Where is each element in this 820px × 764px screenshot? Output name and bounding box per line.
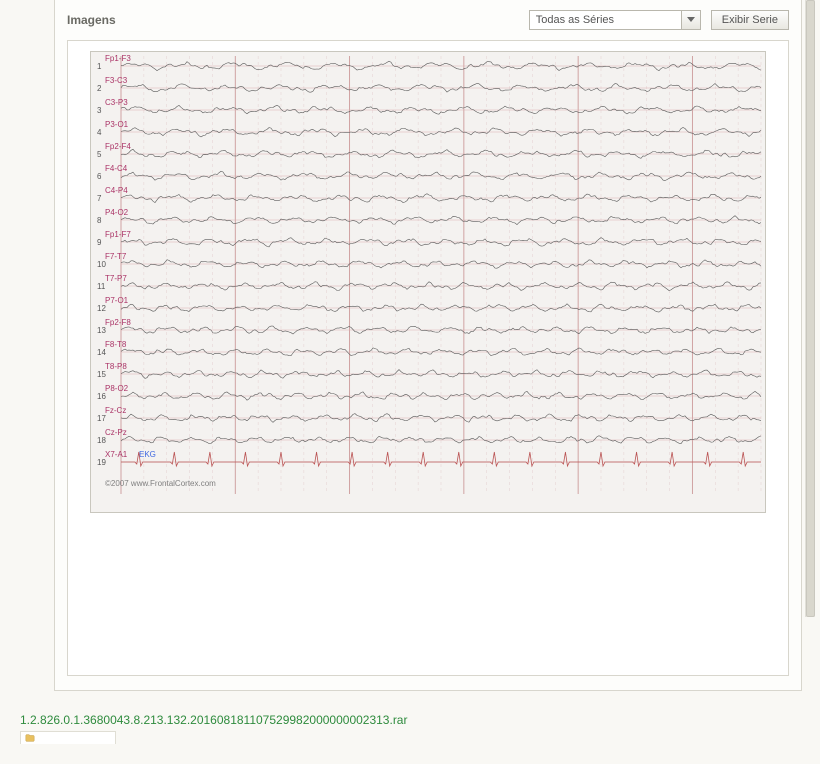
attachment-chip[interactable] xyxy=(20,731,116,744)
svg-text:C3-P3: C3-P3 xyxy=(105,98,128,107)
svg-text:3: 3 xyxy=(97,106,102,115)
svg-text:18: 18 xyxy=(97,436,106,445)
svg-text:T7-P7: T7-P7 xyxy=(105,274,127,283)
chevron-down-icon xyxy=(681,11,700,29)
svg-text:5: 5 xyxy=(97,150,102,159)
svg-text:F8-T8: F8-T8 xyxy=(105,340,127,349)
svg-text:Fp1-F3: Fp1-F3 xyxy=(105,54,131,63)
svg-text:14: 14 xyxy=(97,348,106,357)
panel-header: Imagens Todas as Séries Exibir Serie xyxy=(67,10,789,30)
svg-text:Fp1-F7: Fp1-F7 xyxy=(105,230,131,239)
svg-text:15: 15 xyxy=(97,370,106,379)
svg-text:6: 6 xyxy=(97,172,102,181)
svg-text:12: 12 xyxy=(97,304,106,313)
scrollbar-vertical[interactable] xyxy=(805,0,815,617)
svg-text:10: 10 xyxy=(97,260,106,269)
image-frame: 1Fp1-F32F3-C33C3-P34P3-O15Fp2-F46F4-C47C… xyxy=(67,40,789,676)
svg-text:17: 17 xyxy=(97,414,106,423)
svg-text:9: 9 xyxy=(97,238,102,247)
svg-text:X7-A1: X7-A1 xyxy=(105,450,128,459)
svg-text:F4-C4: F4-C4 xyxy=(105,164,128,173)
svg-text:11: 11 xyxy=(97,282,106,291)
images-panel: Imagens Todas as Séries Exibir Serie 1Fp… xyxy=(54,0,802,691)
eeg-chart: 1Fp1-F32F3-C33C3-P34P3-O15Fp2-F46F4-C47C… xyxy=(90,51,766,513)
svg-text:Fp2-F8: Fp2-F8 xyxy=(105,318,131,327)
svg-text:Fz-Cz: Fz-Cz xyxy=(105,406,126,415)
svg-text:1: 1 xyxy=(97,62,102,71)
svg-text:F3-C3: F3-C3 xyxy=(105,76,128,85)
attachment-icon xyxy=(25,733,35,743)
svg-text:13: 13 xyxy=(97,326,106,335)
svg-text:EKG: EKG xyxy=(139,450,156,459)
scrollbar-thumb[interactable] xyxy=(806,0,815,617)
svg-text:C4-P4: C4-P4 xyxy=(105,186,128,195)
attachment-link[interactable]: 1.2.826.0.1.3680043.8.213.132.2016081811… xyxy=(20,713,407,727)
svg-text:P8-O2: P8-O2 xyxy=(105,384,129,393)
svg-text:P4-O2: P4-O2 xyxy=(105,208,129,217)
svg-text:P3-O1: P3-O1 xyxy=(105,120,129,129)
svg-text:8: 8 xyxy=(97,216,102,225)
show-series-button[interactable]: Exibir Serie xyxy=(711,10,789,30)
series-select-value: Todas as Séries xyxy=(530,14,681,26)
series-select[interactable]: Todas as Séries xyxy=(529,10,701,30)
svg-text:T8-P8: T8-P8 xyxy=(105,362,127,371)
svg-text:P7-O1: P7-O1 xyxy=(105,296,129,305)
svg-text:4: 4 xyxy=(97,128,102,137)
svg-text:7: 7 xyxy=(97,194,102,203)
attachment-link-row: 1.2.826.0.1.3680043.8.213.132.2016081811… xyxy=(20,713,820,727)
svg-text:19: 19 xyxy=(97,458,106,467)
svg-text:Fp2-F4: Fp2-F4 xyxy=(105,142,131,151)
svg-text:©2007 www.FrontalCortex.com: ©2007 www.FrontalCortex.com xyxy=(105,479,216,488)
svg-text:F7-T7: F7-T7 xyxy=(105,252,127,261)
panel-title: Imagens xyxy=(67,13,116,27)
svg-text:16: 16 xyxy=(97,392,106,401)
svg-text:Cz-Pz: Cz-Pz xyxy=(105,428,127,437)
svg-text:2: 2 xyxy=(97,84,102,93)
